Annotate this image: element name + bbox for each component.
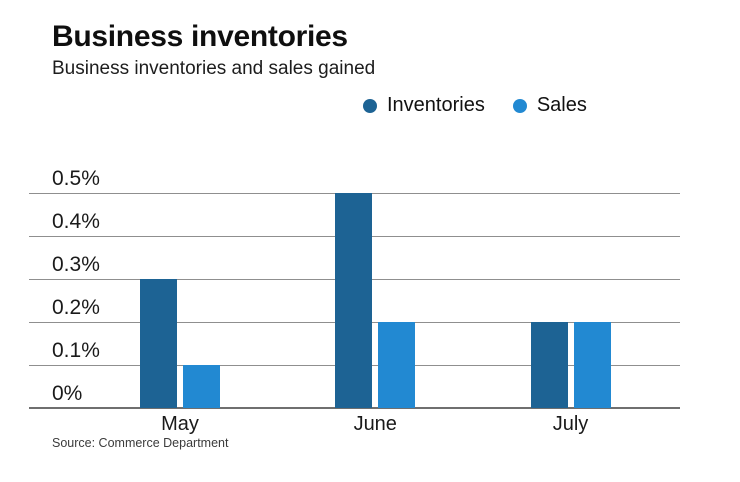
legend-item-inventories: Inventories [363, 94, 485, 117]
bar-inventories-june [335, 193, 373, 408]
legend-label-inventories: Inventories [387, 94, 485, 116]
legend-label-sales: Sales [536, 94, 587, 116]
y-tick-label-0.4%: 0.4% [52, 210, 100, 233]
legend: Inventories Sales [363, 94, 587, 117]
legend-item-sales: Sales [512, 94, 587, 117]
x-tick-label-june: June [353, 413, 397, 435]
inventories-legend-dot-icon [363, 98, 377, 113]
source-note: Source: Commerce Department [52, 436, 229, 450]
x-axis-line [29, 407, 680, 409]
bar-sales-may [183, 365, 220, 408]
y-tick-label-0.5%: 0.5% [52, 167, 100, 190]
y-tick-label-0.1%: 0.1% [52, 339, 100, 362]
bar-inventories-may [140, 279, 177, 408]
sales-legend-dot-icon [512, 98, 527, 113]
y-tick-label-0.2%: 0.2% [52, 296, 100, 319]
y-tick-label-0%: 0% [52, 382, 83, 405]
bar-sales-june [378, 322, 416, 408]
chart-title: Business inventories [52, 20, 348, 53]
x-tick-label-july: July [552, 413, 589, 435]
chart-subtitle: Business inventories and sales gained [52, 58, 376, 79]
y-tick-label-0.3%: 0.3% [52, 253, 100, 276]
bar-sales-july [573, 322, 611, 408]
bar-inventories-july [530, 322, 568, 408]
x-tick-label-may: May [161, 413, 199, 435]
